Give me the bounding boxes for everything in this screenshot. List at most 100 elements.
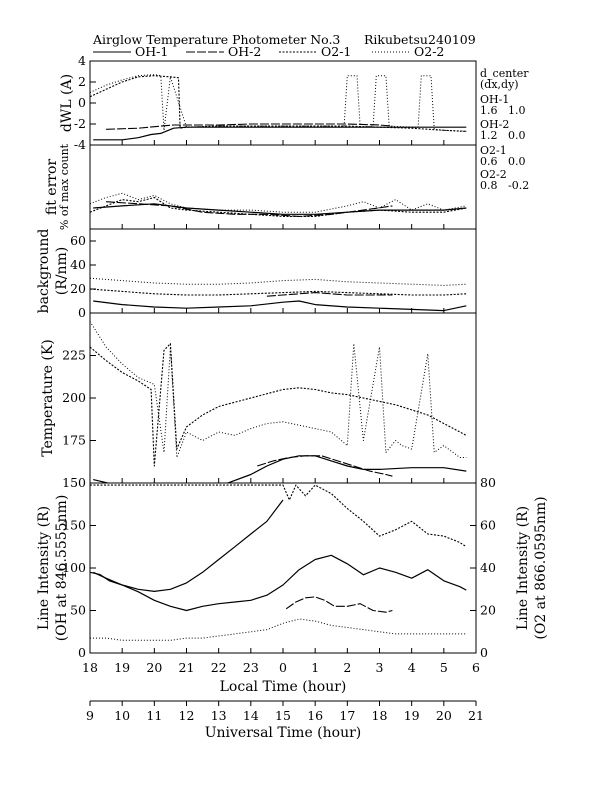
- series-temperature-oh-2: [257, 455, 393, 477]
- side-legend-name-o22: O2-2: [480, 168, 507, 181]
- xtick-label-local: 23: [243, 660, 259, 675]
- ytick-right-label-line-intensity: 80: [480, 475, 496, 490]
- side-legend-value-o22: 0.8 -0.2: [480, 179, 529, 192]
- series-temperature-oh-1: [93, 455, 467, 483]
- side-legend-heading-2: (dx,dy): [480, 78, 519, 91]
- xtick-label-ut: 16: [307, 708, 323, 723]
- ytick-label-line-intensity: 150: [62, 518, 86, 533]
- series-temperature-o2-2: [90, 321, 467, 458]
- side-legend-name-oh1: OH-1: [480, 93, 509, 106]
- ytick-label-dwl: 4: [78, 53, 86, 68]
- figure-title: Airglow Temperature Photometer No.3 Riku…: [92, 32, 476, 47]
- xtick-label-ut: 13: [211, 708, 227, 723]
- ytick-label-dwl: -2: [74, 116, 86, 131]
- series-background-o2-1: [90, 288, 467, 296]
- xtick-label-local: 1: [311, 660, 319, 675]
- ytick-right-label-line-intensity: 0: [480, 645, 488, 660]
- series-fit-error-o2-2: [90, 192, 467, 213]
- panel-temperature: [90, 321, 467, 483]
- ytick-label-dwl: 0: [78, 95, 86, 110]
- ytick-label-background: 60: [70, 233, 86, 248]
- xtick-label-ut: 18: [372, 708, 388, 723]
- xtick-label-local: 3: [376, 660, 384, 675]
- series-line-intensity-o2-1: [90, 484, 467, 548]
- xtick-label-ut: 19: [404, 708, 420, 723]
- series-line-intensity-o2-2: [90, 618, 467, 641]
- xtick-label-local: 22: [211, 660, 227, 675]
- ytick-label-line-intensity: 0: [78, 645, 86, 660]
- side-legend-value-oh2: 1.2 0.0: [480, 129, 525, 142]
- series-background-oh-1: [93, 300, 467, 312]
- series-dwl-oh-1: [93, 126, 467, 141]
- panel-dwl-frame: [89, 60, 477, 146]
- side-legend-name-oh2: OH-2: [480, 118, 509, 131]
- xtick-label-local: 5: [440, 660, 448, 675]
- xtick-label-ut: 9: [86, 708, 94, 723]
- xtick-label-ut: 21: [468, 708, 484, 723]
- panel-background-frame: [89, 228, 477, 314]
- series-fit-error-o2-1: [90, 196, 467, 217]
- xtick-label-ut: 17: [339, 708, 355, 723]
- ytick-label-line-intensity: 100: [62, 560, 86, 575]
- legend-label-o2-1: O2-1: [321, 44, 351, 59]
- ytick-label-background: 0: [78, 305, 86, 320]
- side-legend: d_center (dx,dy) OH-1 1.6 1.0 OH-2 1.2 0…: [480, 67, 529, 192]
- xtick-label-local: 18: [82, 660, 98, 675]
- fit-error-ylabel-1: fit error: [44, 159, 60, 216]
- ytick-label-temperature: 225: [62, 348, 86, 363]
- series-dwl-oh-2: [106, 123, 393, 130]
- xtick-label-local: 20: [146, 660, 162, 675]
- ytick-right-label-line-intensity: 40: [480, 560, 496, 575]
- side-legend-value-oh1: 1.6 1.0: [480, 104, 525, 117]
- xtick-label-ut: 10: [114, 708, 130, 723]
- xtick-label-local: 0: [279, 660, 287, 675]
- title-date: 240109: [428, 32, 476, 47]
- dwl-ylabel: dWL (A): [59, 74, 75, 132]
- xtick-label-ut: 14: [243, 708, 259, 723]
- legend: OH-1 OH-2 O2-1 O2-2: [93, 44, 444, 59]
- xtick-label-ut: 12: [179, 708, 195, 723]
- intensity-ylabel-right-2: (O2 at 866.0595nm): [533, 496, 549, 639]
- legend-label-oh-2: OH-2: [228, 44, 261, 59]
- side-legend-name-o21: O2-1: [480, 144, 507, 157]
- xtick-label-ut: 15: [275, 708, 291, 723]
- xtick-label-local: 19: [114, 660, 130, 675]
- intensity-ylabel-left-2: (OH at 846.5555nm): [54, 495, 70, 642]
- series-dwl-o2-1: [90, 75, 467, 132]
- ytick-label-dwl: 2: [78, 74, 86, 89]
- series-line-intensity-oh-1: [92, 554, 467, 612]
- side-legend-heading-1: d_center: [480, 67, 529, 80]
- title-instrument: Airglow Temperature Photometer No.3: [92, 32, 340, 47]
- xtick-label-local: 6: [472, 660, 480, 675]
- xtick-label-ut: 11: [146, 708, 162, 723]
- ytick-label-background: 40: [70, 257, 86, 272]
- series-temperature-o2-1: [90, 343, 467, 467]
- side-legend-value-o21: 0.6 0.0: [480, 155, 525, 168]
- series-line-intensity-oh-1-early: [90, 499, 284, 593]
- temperature-ylabel: Temperature (K): [40, 339, 56, 457]
- series-dwl-o2-2: [90, 74, 467, 132]
- legend-label-o2-2: O2-2: [414, 44, 444, 59]
- plot-layer: [90, 74, 467, 641]
- ytick-right-label-line-intensity: 20: [480, 603, 496, 618]
- series-background-o2-2: [90, 277, 467, 286]
- series-background-oh-2: [266, 292, 393, 297]
- panel-background: [90, 277, 467, 312]
- ytick-label-background: 20: [70, 281, 86, 296]
- fit-error-ylabel-2: % of max count: [58, 143, 71, 230]
- series-line-intensity-oh-2: [285, 596, 393, 613]
- panel-intensity-frame: [89, 482, 477, 654]
- legend-label-oh-1: OH-1: [135, 44, 168, 59]
- xtick-label-ut: 20: [436, 708, 452, 723]
- series-fit-error-oh-1: [93, 203, 467, 215]
- title-station: Rikubetsu: [364, 32, 428, 47]
- panel-dwl: [90, 74, 467, 141]
- x-axis-label-local: Local Time (hour): [220, 679, 347, 695]
- xtick-label-local: 4: [408, 660, 416, 675]
- ytick-right-label-line-intensity: 60: [480, 518, 496, 533]
- intensity-ylabel-right-1: Line Intensity (R): [515, 506, 531, 630]
- xtick-label-local: 2: [343, 660, 351, 675]
- ytick-label-temperature: 200: [62, 390, 86, 405]
- background-ylabel-2: (R/nm): [54, 247, 70, 295]
